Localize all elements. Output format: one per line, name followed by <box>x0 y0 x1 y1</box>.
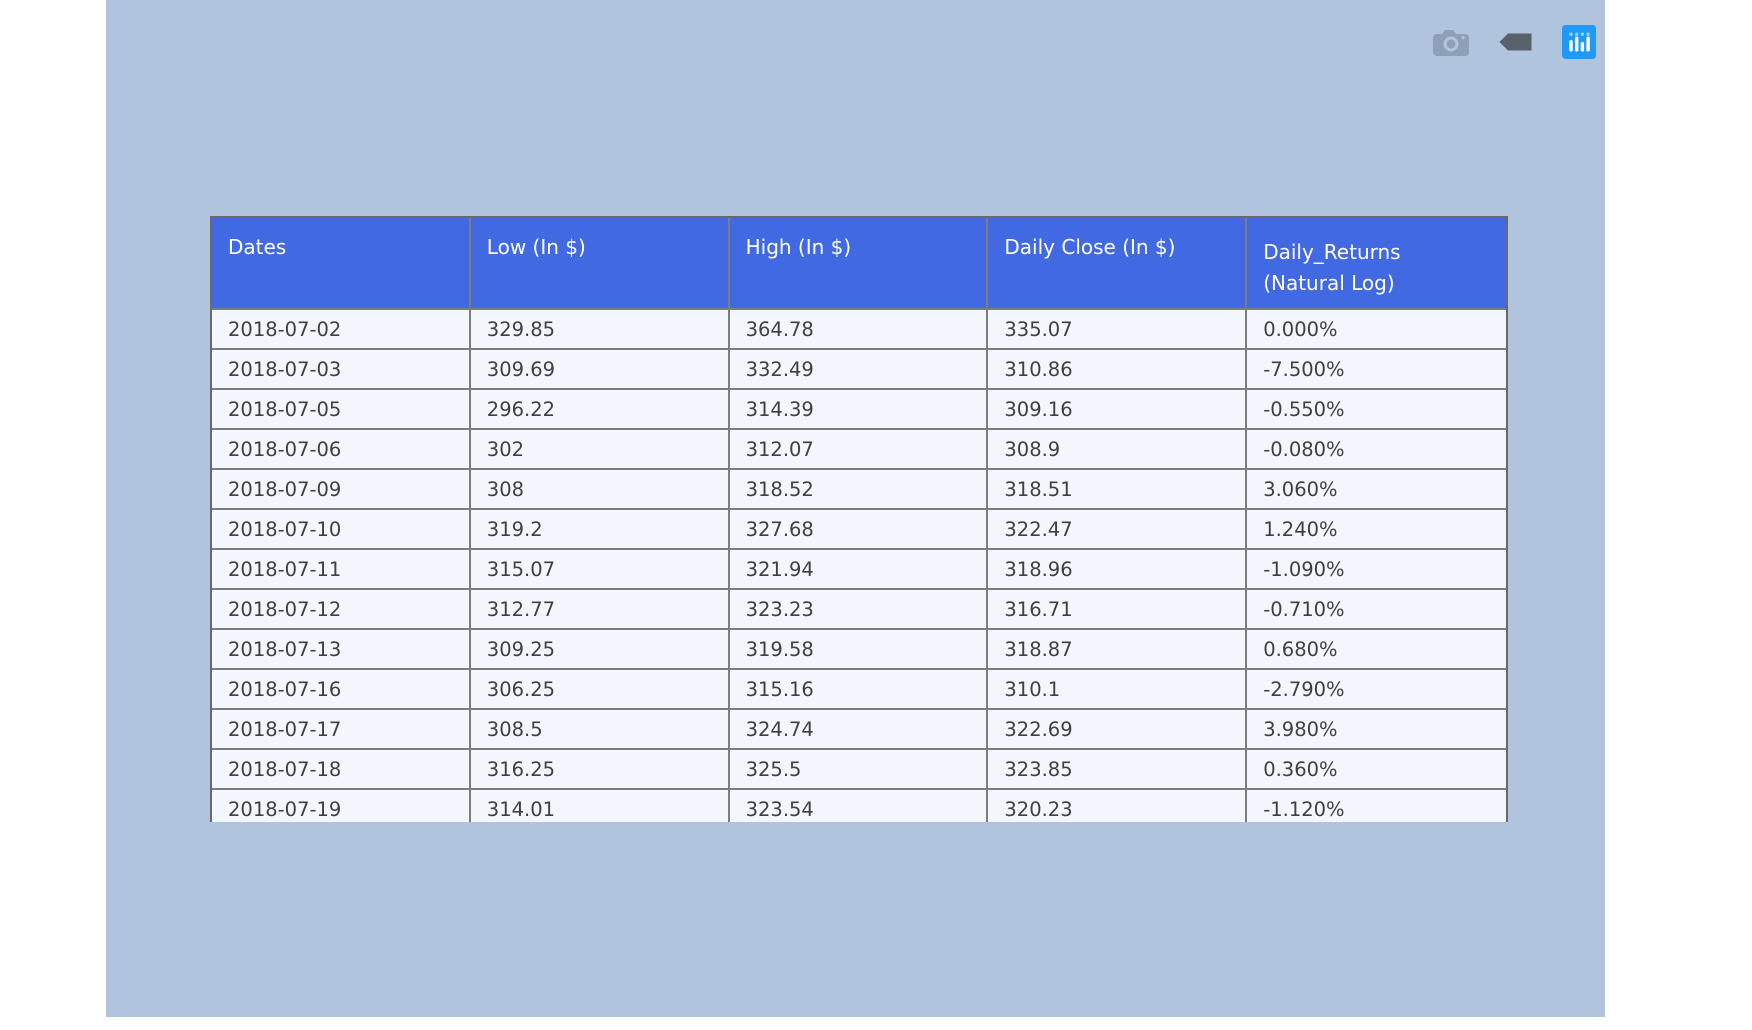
table-cell: 2018-07-03 <box>212 350 471 390</box>
table-cell: -7.500% <box>1247 350 1506 390</box>
table-row: 2018-07-11 315.07 321.94 318.96 -1.090% <box>212 550 1506 590</box>
table-cell: 308.9 <box>988 430 1248 470</box>
plot-canvas: Dates Low (In $) High (In $) Daily Close… <box>106 0 1605 1017</box>
table-cell: 318.96 <box>988 550 1248 590</box>
table-row: 2018-07-05 296.22 314.39 309.16 -0.550% <box>212 390 1506 430</box>
table-row: 2018-07-18 316.25 325.5 323.85 0.360% <box>212 750 1506 790</box>
table-cell: 318.52 <box>729 470 989 510</box>
table-cell: 310.86 <box>988 350 1248 390</box>
table-cell: 329.85 <box>470 310 730 350</box>
table-cell: 335.07 <box>988 310 1248 350</box>
table-cell: 2018-07-12 <box>212 590 471 630</box>
table-cell: 327.68 <box>729 510 989 550</box>
table-cell: 323.23 <box>729 590 989 630</box>
table-cell: 2018-07-02 <box>212 310 471 350</box>
table-cell: 322.69 <box>988 710 1248 750</box>
table-row: 2018-07-09 308 318.52 318.51 3.060% <box>212 470 1506 510</box>
table-cell: 324.74 <box>729 710 989 750</box>
data-table: Dates Low (In $) High (In $) Daily Close… <box>212 218 1506 822</box>
table-cell: -0.550% <box>1247 390 1506 430</box>
table-row: 2018-07-17 308.5 324.74 322.69 3.980% <box>212 710 1506 750</box>
hover-closest-button[interactable] <box>1499 33 1532 51</box>
table-cell: 2018-07-19 <box>212 790 471 822</box>
table-cell: 310.1 <box>988 670 1248 710</box>
table-cell: 315.07 <box>470 550 730 590</box>
table-cell: 2018-07-09 <box>212 470 471 510</box>
table-cell: 314.39 <box>729 390 989 430</box>
table-cell: 3.060% <box>1247 470 1506 510</box>
table-cell: 2018-07-18 <box>212 750 471 790</box>
table-row: 2018-07-19 314.01 323.54 320.23 -1.120% <box>212 790 1506 822</box>
table-body: 2018-07-02 329.85 364.78 335.07 0.000% 2018-0… <box>212 310 1506 822</box>
table-cell: 318.87 <box>988 630 1248 670</box>
plotly-logo-icon <box>1562 25 1596 62</box>
table-cell: 2018-07-05 <box>212 390 471 430</box>
table-cell: -2.790% <box>1247 670 1506 710</box>
table-row: 2018-07-02 329.85 364.78 335.07 0.000% <box>212 310 1506 350</box>
table-header-row: Dates Low (In $) High (In $) Daily Close… <box>212 218 1506 310</box>
table-cell: 319.58 <box>729 630 989 670</box>
table-cell: 0.680% <box>1247 630 1506 670</box>
table-cell: 308 <box>470 470 730 510</box>
header-cell-dates: Dates <box>212 218 471 310</box>
table-cell: 325.5 <box>729 750 989 790</box>
table-cell: 302 <box>470 430 730 470</box>
table-cell: -0.080% <box>1247 430 1506 470</box>
plotly-logo-button[interactable] <box>1562 25 1596 59</box>
table-cell: -0.710% <box>1247 590 1506 630</box>
table-cell: 364.78 <box>729 310 989 350</box>
header-cell-daily-returns: Daily_Returns (Natural Log) <box>1247 218 1506 310</box>
table-cell: 314.01 <box>470 790 730 822</box>
table-cell: 2018-07-17 <box>212 710 471 750</box>
table-row: 2018-07-06 302 312.07 308.9 -0.080% <box>212 430 1506 470</box>
table-cell: 323.54 <box>729 790 989 822</box>
table-cell: 0.360% <box>1247 750 1506 790</box>
table-cell: 2018-07-16 <box>212 670 471 710</box>
table-cell: 320.23 <box>988 790 1248 822</box>
table-cell: -1.120% <box>1247 790 1506 822</box>
table-cell: 306.25 <box>470 670 730 710</box>
table-cell: 296.22 <box>470 390 730 430</box>
table-cell: 2018-07-06 <box>212 430 471 470</box>
table-row: 2018-07-16 306.25 315.16 310.1 -2.790% <box>212 670 1506 710</box>
table-cell: 312.77 <box>470 590 730 630</box>
table-cell: 323.85 <box>988 750 1248 790</box>
table-container: Dates Low (In $) High (In $) Daily Close… <box>210 216 1508 822</box>
header-cell-low: Low (In $) <box>470 218 730 310</box>
table-cell: 1.240% <box>1247 510 1506 550</box>
table-cell: 316.71 <box>988 590 1248 630</box>
table-cell: 312.07 <box>729 430 989 470</box>
table-cell: 318.51 <box>988 470 1248 510</box>
table-cell: 332.49 <box>729 350 989 390</box>
table-row: 2018-07-13 309.25 319.58 318.87 0.680% <box>212 630 1506 670</box>
table-cell: 2018-07-13 <box>212 630 471 670</box>
table-cell: 2018-07-10 <box>212 510 471 550</box>
table-row: 2018-07-03 309.69 332.49 310.86 -7.500% <box>212 350 1506 390</box>
table-cell: 309.25 <box>470 630 730 670</box>
table-cell: 315.16 <box>729 670 989 710</box>
camera-icon <box>1433 30 1469 59</box>
hover-closest-icon <box>1499 33 1532 54</box>
header-cell-daily-close: Daily Close (In $) <box>988 218 1248 310</box>
table-row: 2018-07-10 319.2 327.68 322.47 1.240% <box>212 510 1506 550</box>
table-cell: 321.94 <box>729 550 989 590</box>
table-cell: 2018-07-11 <box>212 550 471 590</box>
table-cell: 319.2 <box>470 510 730 550</box>
modebar <box>1403 24 1596 60</box>
table-row: 2018-07-12 312.77 323.23 316.71 -0.710% <box>212 590 1506 630</box>
download-png-button[interactable] <box>1433 28 1469 56</box>
table-cell: 309.16 <box>988 390 1248 430</box>
table-cell: 316.25 <box>470 750 730 790</box>
table-cell: 0.000% <box>1247 310 1506 350</box>
table-cell: 308.5 <box>470 710 730 750</box>
table-cell: 309.69 <box>470 350 730 390</box>
table-cell: -1.090% <box>1247 550 1506 590</box>
table-cell: 3.980% <box>1247 710 1506 750</box>
table-cell: 322.47 <box>988 510 1248 550</box>
header-cell-high: High (In $) <box>729 218 989 310</box>
